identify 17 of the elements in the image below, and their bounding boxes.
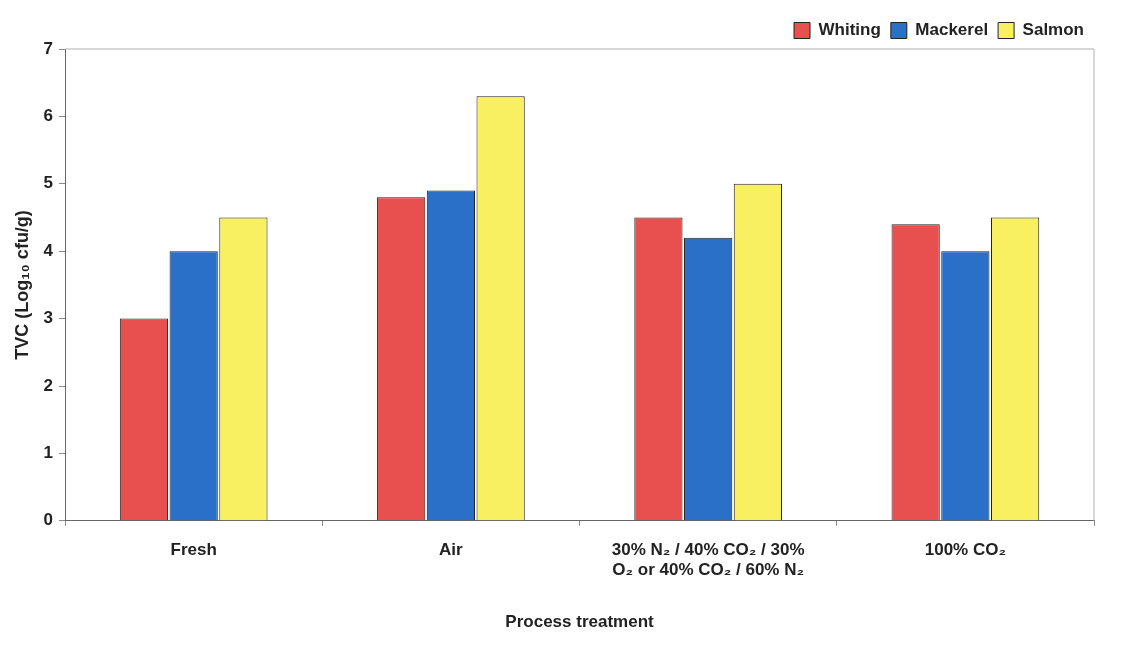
legend-label: Mackerel (915, 20, 989, 40)
y-tick-label: 5 (43, 173, 54, 193)
y-axis-title: TVC (Log₁₀ cfu/g) (11, 210, 32, 360)
y-tick-label: 2 (43, 375, 54, 395)
y-tick-label: 7 (43, 38, 54, 58)
x-tick-label: Air (439, 539, 464, 559)
legend-label: Salmon (1022, 20, 1085, 40)
x-tick-label: 30% N₂ / 40% CO₂ / 30% O₂ or 40% CO₂ / 60% N₂ (611, 539, 805, 580)
y-tick-label: 3 (43, 308, 54, 328)
x-axis-title: Process treatment (505, 612, 655, 632)
y-tick-label: 6 (43, 106, 54, 126)
x-tick-label: Fresh (170, 539, 217, 559)
x-tick-label: 100% CO₂ (924, 539, 1007, 559)
y-tick-label: 0 (43, 510, 54, 530)
y-tick-label: 1 (43, 443, 54, 463)
legend-label: Whiting (818, 20, 881, 40)
y-tick-label: 4 (43, 240, 54, 260)
